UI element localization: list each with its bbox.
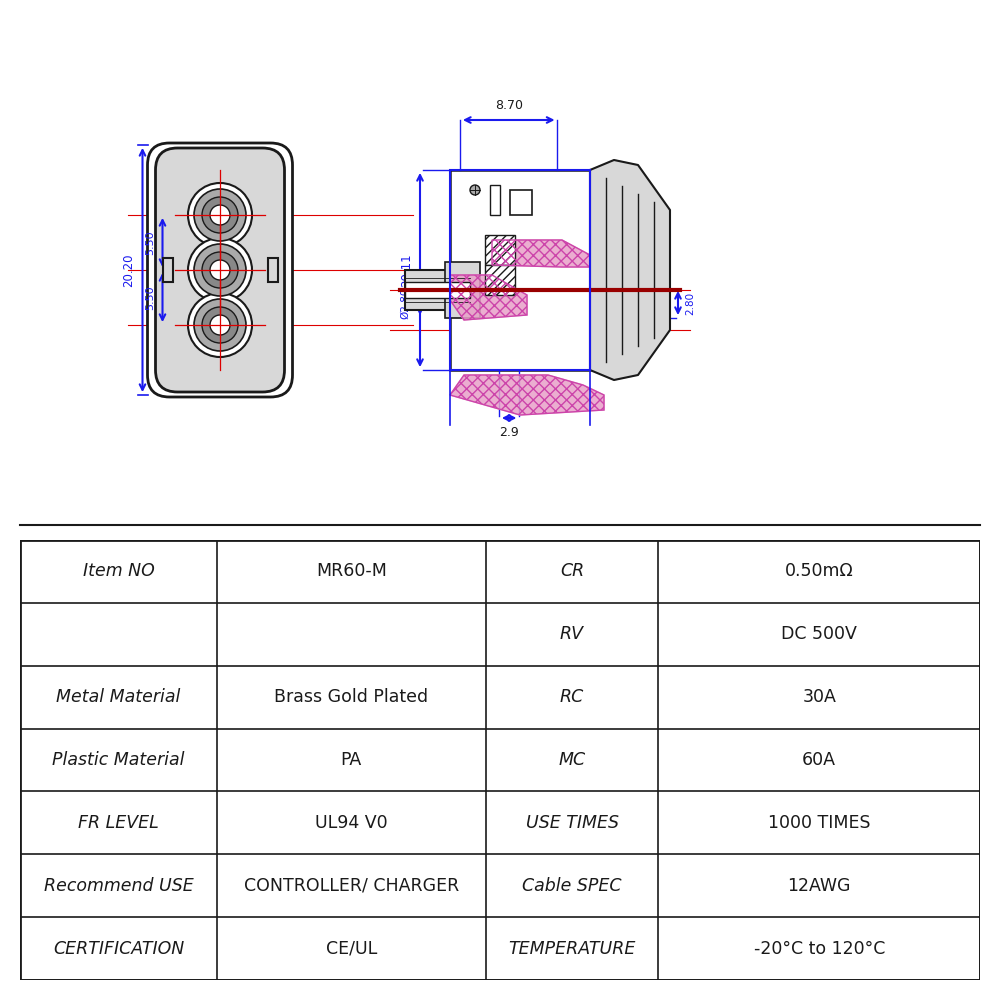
Circle shape — [210, 260, 230, 280]
Text: Item NO: Item NO — [83, 562, 154, 580]
Polygon shape — [450, 375, 604, 415]
Text: Brass Gold Plated: Brass Gold Plated — [274, 688, 428, 706]
Circle shape — [188, 293, 252, 357]
Bar — [268, 258, 278, 282]
Text: CONTROLLER/ CHARGER: CONTROLLER/ CHARGER — [244, 877, 459, 895]
Text: CE/UL: CE/UL — [326, 940, 377, 958]
Text: Plastic Material: Plastic Material — [52, 751, 185, 769]
Text: MR60-M: MR60-M — [316, 562, 387, 580]
Bar — [485, 235, 515, 265]
Polygon shape — [590, 160, 670, 380]
Text: Cable SPEC: Cable SPEC — [522, 877, 622, 895]
Text: 5.50: 5.50 — [146, 230, 156, 255]
Polygon shape — [450, 275, 527, 320]
Text: FR LEVEL: FR LEVEL — [78, 814, 159, 832]
Text: 12AWG: 12AWG — [787, 877, 851, 895]
Text: 0.50mΩ: 0.50mΩ — [785, 562, 854, 580]
Circle shape — [202, 252, 238, 288]
Text: 60A: 60A — [802, 751, 836, 769]
Circle shape — [194, 189, 246, 241]
Text: 20.11: 20.11 — [400, 253, 414, 287]
Text: PA: PA — [341, 751, 362, 769]
Text: CERTIFICATION: CERTIFICATION — [53, 940, 184, 958]
Bar — [490, 185, 500, 215]
Text: 20.20: 20.20 — [122, 253, 135, 287]
Circle shape — [188, 183, 252, 247]
Text: RC: RC — [560, 688, 584, 706]
Text: Metal Material: Metal Material — [56, 688, 181, 706]
FancyBboxPatch shape — [148, 143, 292, 397]
Circle shape — [202, 307, 238, 343]
Bar — [510, 190, 532, 215]
Text: Ø2.80: Ø2.80 — [400, 287, 410, 319]
Text: 1000 TIMES: 1000 TIMES — [768, 814, 870, 832]
Bar — [405, 282, 470, 298]
Text: TEMPERATURE: TEMPERATURE — [508, 940, 636, 958]
Circle shape — [470, 185, 480, 195]
Circle shape — [210, 205, 230, 225]
Text: Recommend USE: Recommend USE — [44, 877, 193, 895]
Text: MC: MC — [558, 751, 586, 769]
Bar — [445, 262, 480, 318]
Text: UL94 V0: UL94 V0 — [315, 814, 388, 832]
Circle shape — [194, 244, 246, 296]
FancyBboxPatch shape — [156, 148, 285, 392]
Circle shape — [202, 197, 238, 233]
Bar — [485, 265, 515, 295]
Text: 2.80: 2.80 — [685, 291, 695, 315]
Text: USE TIMES: USE TIMES — [526, 814, 618, 832]
Text: RV: RV — [560, 625, 584, 643]
Circle shape — [188, 238, 252, 302]
Text: 8.70: 8.70 — [495, 99, 523, 112]
Bar — [405, 270, 470, 310]
Text: 2.9: 2.9 — [499, 426, 519, 439]
Polygon shape — [492, 240, 590, 267]
Text: 5.50: 5.50 — [146, 285, 156, 310]
Text: -20°C to 120°C: -20°C to 120°C — [754, 940, 885, 958]
Circle shape — [210, 315, 230, 335]
Text: DC 500V: DC 500V — [781, 625, 857, 643]
Bar — [450, 170, 590, 370]
Bar — [450, 170, 590, 370]
Bar — [162, 258, 173, 282]
Circle shape — [194, 299, 246, 351]
Text: 30A: 30A — [802, 688, 836, 706]
Text: CR: CR — [560, 562, 584, 580]
